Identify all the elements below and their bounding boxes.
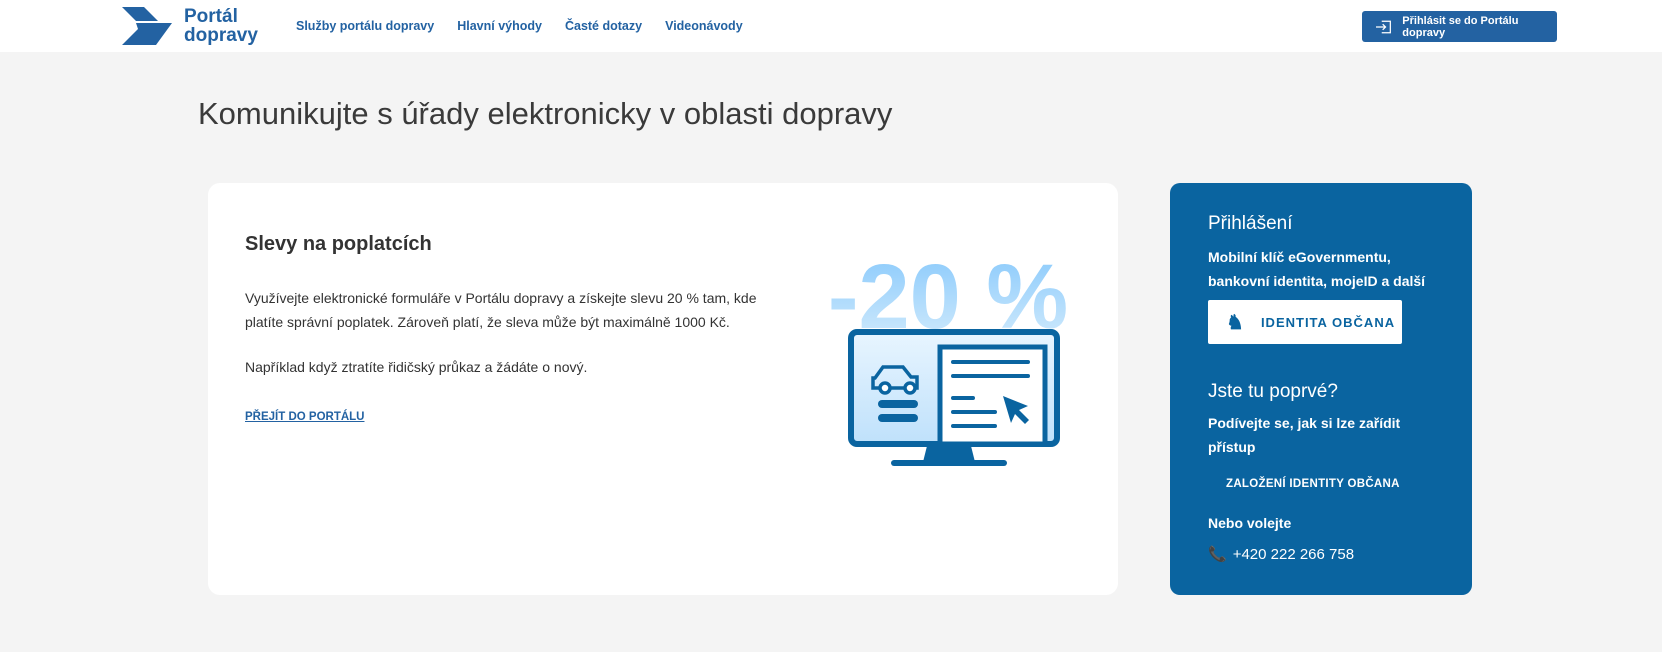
nav-benefits[interactable]: Hlavní výhody <box>457 19 542 33</box>
cursor-icon <box>1003 396 1029 424</box>
login-panel-subtitle: Mobilní klíč eGovernmentu, bankovní iden… <box>1208 249 1426 289</box>
nav-faq[interactable]: Časté dotazy <box>564 19 643 33</box>
portal-link[interactable]: PŘEJÍT DO PORTÁLU <box>245 411 365 423</box>
login-panel: Přihlášení Mobilní klíč eGovernmentu, ba… <box>1170 183 1472 595</box>
nav-videos[interactable]: Videonávody <box>665 19 743 33</box>
main-nav: Služby portálu dopravy Hlavní výhody Čas… <box>296 19 743 33</box>
phone-number: +420 222 266 758 <box>1232 545 1355 563</box>
call-label: Nebo volejte <box>1208 515 1292 531</box>
page-title: Komunikujte s úřady elektronicky v oblas… <box>198 96 893 131</box>
lion-icon: ♞ <box>1226 311 1245 334</box>
first-time-title: Jste tu poprvé? <box>1208 381 1338 402</box>
card-title: Slevy na poplatcích <box>245 233 432 255</box>
logo-line2: dopravy <box>184 25 258 46</box>
discount-illustration: -20 % <box>828 246 1068 466</box>
login-button[interactable]: Přihlásit se do Portálu dopravy <box>1362 11 1557 42</box>
login-panel-title: Přihlášení <box>1208 213 1293 234</box>
login-icon <box>1376 20 1391 33</box>
header: Portál dopravy Služby portálu dopravy Hla… <box>0 0 1662 52</box>
card-example: Například když ztratíte řidičský průkaz … <box>245 359 588 375</box>
setup-identity-link[interactable]: ZALOŽENÍ IDENTITY OBČANA <box>1226 478 1400 490</box>
first-time-text: Podívejte se, jak si lze zařídit přístup <box>1208 415 1401 455</box>
login-label: Přihlásit se do Portálu dopravy <box>1402 14 1519 39</box>
nav-services[interactable]: Služby portálu dopravy <box>296 19 435 33</box>
logo-line1: Portál <box>184 6 238 27</box>
discount-card: Slevy na poplatcích Využívejte elektroni… <box>208 183 1118 595</box>
logo[interactable]: Portál dopravy <box>122 7 258 45</box>
phone-icon: 📞 <box>1208 546 1227 563</box>
logo-icon <box>122 7 172 45</box>
card-text: Využívejte elektronické formuláře v Port… <box>245 290 757 330</box>
identity-button-label: IDENTITA OBČANA <box>1260 314 1396 330</box>
identity-button[interactable]: ♞ IDENTITA OBČANA <box>1208 300 1402 344</box>
phone-link[interactable]: 📞 +420 222 266 758 <box>1208 545 1355 564</box>
